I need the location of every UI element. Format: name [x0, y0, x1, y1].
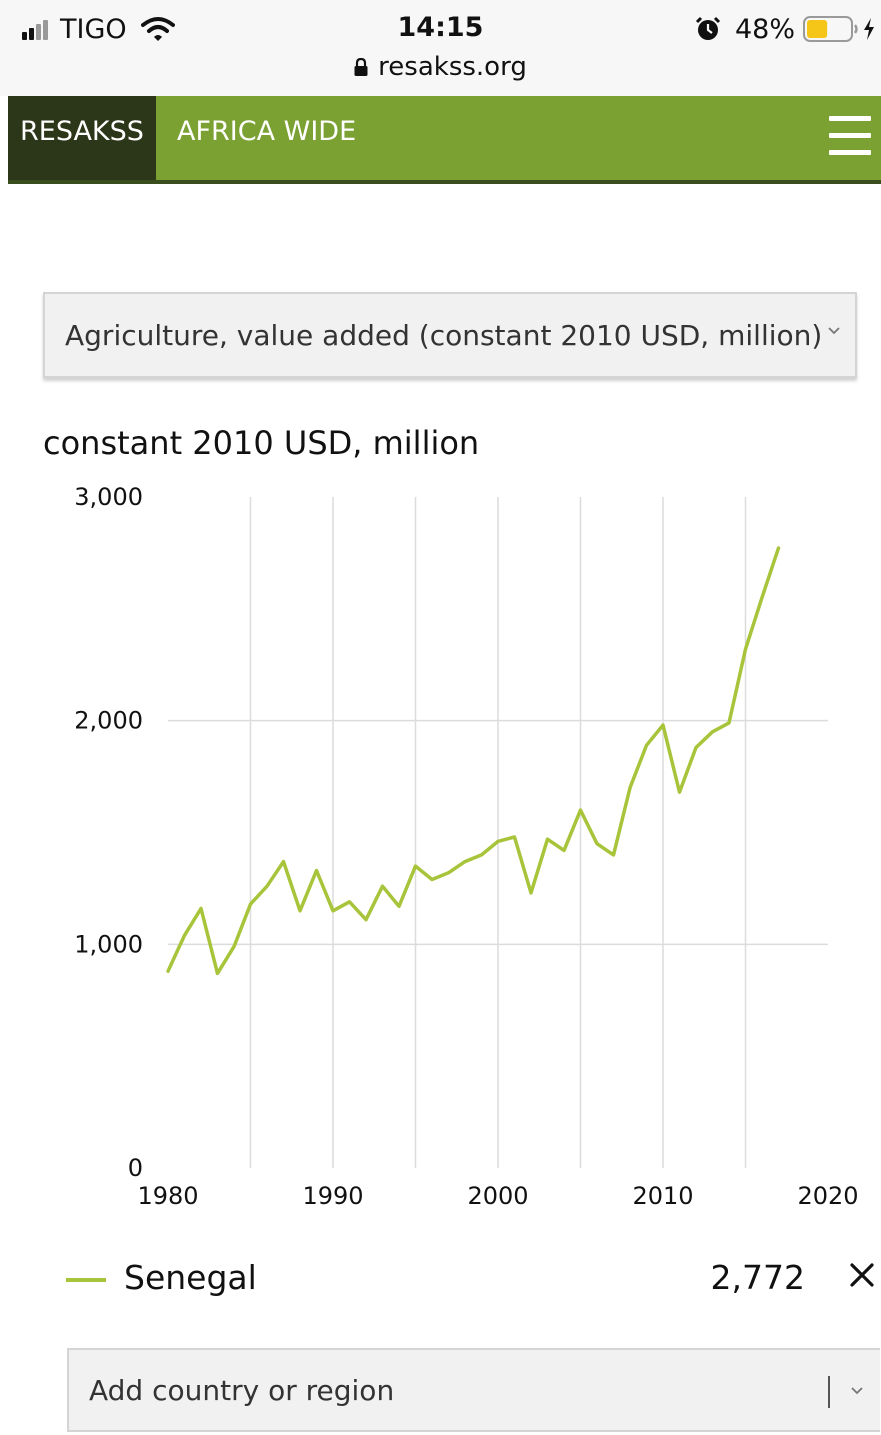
status-left: TIGO — [22, 12, 175, 46]
status-bar: TIGO 14:15 resakss.org 48% — [0, 0, 881, 96]
text-cursor — [828, 1376, 830, 1408]
chart-gridlines — [168, 497, 828, 1168]
brand-logo[interactable]: RESAKSS — [8, 96, 156, 180]
x-tick-label: 2000 — [467, 1182, 528, 1210]
chart-series — [166, 546, 781, 976]
legend-row: Senegal 2,772 — [66, 1250, 881, 1310]
signal-icon — [22, 18, 50, 40]
x-tick-label: 1980 — [137, 1182, 198, 1210]
url-text: resakss.org — [378, 52, 527, 82]
chevron-down-icon — [828, 327, 840, 335]
indicator-select[interactable]: Agriculture, value added (constant 2010 … — [43, 292, 857, 378]
status-right: 48% — [695, 12, 875, 46]
x-tick-label: 2020 — [797, 1182, 858, 1210]
indicator-selected-value: Agriculture, value added (constant 2010 … — [65, 319, 823, 352]
legend-latest-value: 2,772 — [710, 1258, 805, 1297]
battery-percent: 48% — [734, 13, 795, 45]
clock: 14:15 — [397, 12, 484, 43]
y-tick-label: 0 — [128, 1154, 143, 1182]
y-tick-label: 3,000 — [74, 483, 143, 511]
site-header: RESAKSS AFRICA WIDE — [8, 96, 881, 184]
y-tick-label: 1,000 — [74, 930, 143, 958]
chart-tick-labels: 0 1,000 2,000 3,000 1980 1990 2000 2010 2020 — [74, 483, 858, 1210]
chart-unit-label: constant 2010 USD, million — [43, 424, 480, 462]
y-tick-label: 2,000 — [74, 707, 143, 735]
x-tick-label: 2010 — [632, 1182, 693, 1210]
line-chart: 0 1,000 2,000 3,000 1980 1990 2000 2010 2020 — [74, 483, 858, 1210]
chevron-down-icon — [851, 1387, 863, 1395]
series-line-senegal[interactable] — [166, 546, 781, 976]
address-bar[interactable]: resakss.org — [0, 52, 881, 82]
hamburger-menu-icon[interactable] — [829, 116, 871, 158]
legend-swatch-senegal — [66, 1278, 106, 1282]
legend-country-name: Senegal — [124, 1258, 257, 1297]
close-icon[interactable] — [849, 1262, 875, 1288]
battery-icon — [803, 16, 858, 42]
add-country-placeholder: Add country or region — [89, 1374, 395, 1407]
charging-bolt-icon — [864, 18, 874, 40]
x-tick-label: 1990 — [302, 1182, 363, 1210]
carrier-name: TIGO — [60, 13, 127, 45]
alarm-icon — [695, 16, 721, 40]
section-title[interactable]: AFRICA WIDE — [177, 116, 357, 147]
lock-icon — [354, 58, 368, 76]
wifi-icon — [140, 17, 175, 41]
add-country-select[interactable]: Add country or region — [67, 1348, 880, 1432]
